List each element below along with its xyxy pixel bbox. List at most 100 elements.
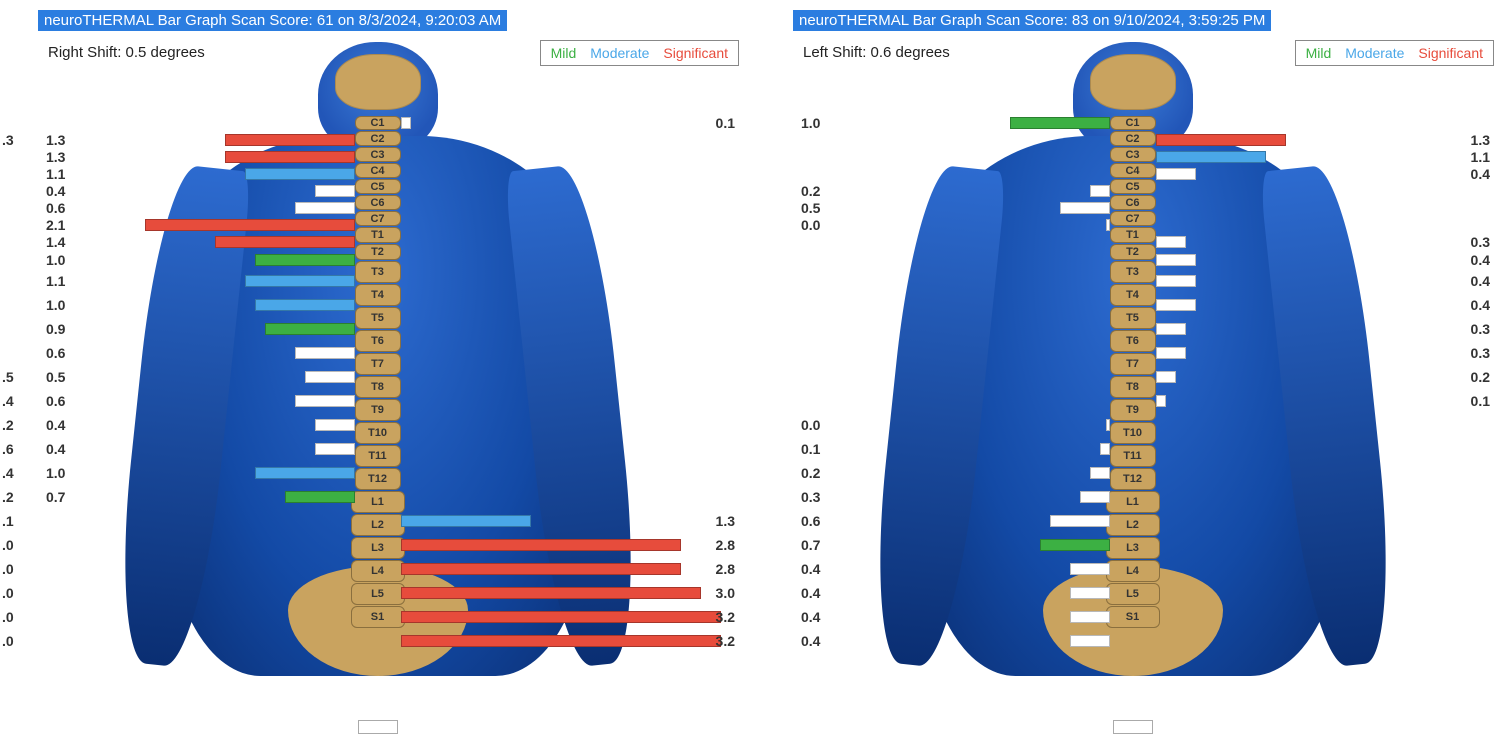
shift-label: Left Shift: 0.6 degrees [803,44,950,61]
legend-significant: Significant [663,45,728,61]
value-left-L2: 0.7 [801,537,820,553]
thermal-scan-panel-left: neuroTHERMAL Bar Graph Scan Score: 61 on… [0,0,755,742]
value-right-T4: 0.4 [1471,297,1490,313]
bar-row-T5: 0.3 [755,323,1510,335]
value-right-T6: 0.3 [1471,345,1490,361]
bar-left-C7 [145,219,355,231]
bar-row-C3: 1.1 [755,151,1510,163]
bar-right-T7 [1156,371,1176,383]
value-left-T4: 1.0 [46,297,65,313]
bar-right-C3 [1156,151,1266,163]
bar-row-L5: .03.2 [0,611,755,623]
bar-row-T11: .41.0 [0,467,755,479]
bar-row-T5: 0.9 [0,323,755,335]
bar-left-T11 [1090,467,1110,479]
bar-row-T10: 0.1 [755,443,1510,455]
scan-title: neuroTHERMAL Bar Graph Scan Score: 83 on… [793,10,1271,31]
bar-row-T6: 0.6 [0,347,755,359]
bar-row-T9: .20.4 [0,419,755,431]
bar-left-T7 [305,371,355,383]
value-right-C1: 0.1 [716,115,735,131]
bar-row-L4: .0 3.0 [0,587,755,599]
bar-row-T12: 0.3 [755,491,1510,503]
value-overflow-left-L3: .0 [2,561,14,577]
bar-row-L2: .02.8 [0,539,755,551]
value-right-L4: 3.0 [716,585,735,601]
scan-title: neuroTHERMAL Bar Graph Scan Score: 61 on… [38,10,507,31]
value-right-T5: 0.3 [1471,321,1490,337]
bar-row-T2: 1.0 [0,254,755,266]
bar-left-C1 [1010,117,1110,129]
bar-row-T7: 0.2 [755,371,1510,383]
value-left-C7: 0.0 [801,217,820,233]
value-right-T3: 0.4 [1471,273,1490,289]
bar-row-T10: .60.4 [0,443,755,455]
bar-row-T8: 0.1 [755,395,1510,407]
bar-row-C5: 0.2 [755,185,1510,197]
value-overflow-left-T7: .5 [2,369,14,385]
value-left-T6: 0.6 [46,345,65,361]
bar-left-C5 [1090,185,1110,197]
value-overflow-left-S1: .0 [2,633,14,649]
value-right-L2: 2.8 [716,537,735,553]
legend-moderate: Moderate [590,45,649,61]
value-right-C2: 1.3 [1471,132,1490,148]
bar-row-L1: 0.6 [755,515,1510,527]
value-left-T2: 1.0 [46,252,65,268]
bar-row-T4: 0.4 [755,299,1510,311]
value-left-T12: 0.3 [801,489,820,505]
value-overflow-left-L4: .0 [2,585,14,601]
value-left-L3: 0.4 [801,561,820,577]
value-left-C6: 0.5 [801,200,820,216]
bar-right-T2 [1156,254,1196,266]
bar-row-T9: 0.0 [755,419,1510,431]
bar-left-S1 [1070,635,1110,647]
bar-row-T8: .40.6 [0,395,755,407]
bar-left-T9 [315,419,355,431]
value-left-T9: 0.0 [801,417,820,433]
value-overflow-left-T12: .2 [2,489,14,505]
value-overflow-left-L1: .1 [2,513,14,529]
bar-left-T10 [315,443,355,455]
bar-right-L5 [401,611,721,623]
bar-left-T6 [295,347,355,359]
value-left-T11: 1.0 [46,465,65,481]
bar-row-C7: 0.0 [755,219,1510,231]
value-left-C4: 1.1 [46,166,65,182]
value-overflow-left-T9: .2 [2,417,14,433]
value-left-C3: 1.3 [46,149,65,165]
value-right-L5: 3.2 [716,609,735,625]
value-left-T10: 0.1 [801,441,820,457]
bar-row-L5: 0.4 [755,611,1510,623]
value-right-C4: 0.4 [1471,166,1490,182]
value-left-L5: 0.4 [801,609,820,625]
bar-right-L3 [401,563,681,575]
bar-right-C4 [1156,168,1196,180]
bars-layer: 1.01.31.10.40.20.50.00.30.40.40.40.30.30… [755,36,1510,736]
value-left-C6: 0.6 [46,200,65,216]
value-left-T11: 0.2 [801,465,820,481]
shift-label: Right Shift: 0.5 degrees [48,44,205,61]
bar-left-L5 [1070,611,1110,623]
bar-row-T7: .50.5 [0,371,755,383]
bar-left-C5 [315,185,355,197]
bar-left-C2 [225,134,355,146]
bar-left-T11 [255,467,355,479]
bar-left-T1 [215,236,355,248]
value-left-C5: 0.2 [801,183,820,199]
bar-left-T12 [1080,491,1110,503]
bar-right-C1 [401,117,411,129]
bar-row-C4: 0.4 [755,168,1510,180]
bar-row-S1: .03.2 [0,635,755,647]
bar-row-L3: .0 2.8 [0,563,755,575]
value-left-T5: 0.9 [46,321,65,337]
legend-moderate: Moderate [1345,45,1404,61]
legend-significant: Significant [1418,45,1483,61]
bar-row-C2: .31.3 [0,134,755,146]
bar-row-C7: 2.1 [0,219,755,231]
bar-left-T9 [1106,419,1110,431]
legend-mild: Mild [1306,45,1332,61]
value-right-L3: 2.8 [716,561,735,577]
footer-marker [358,720,398,734]
bar-row-T1: 1.4 [0,236,755,248]
